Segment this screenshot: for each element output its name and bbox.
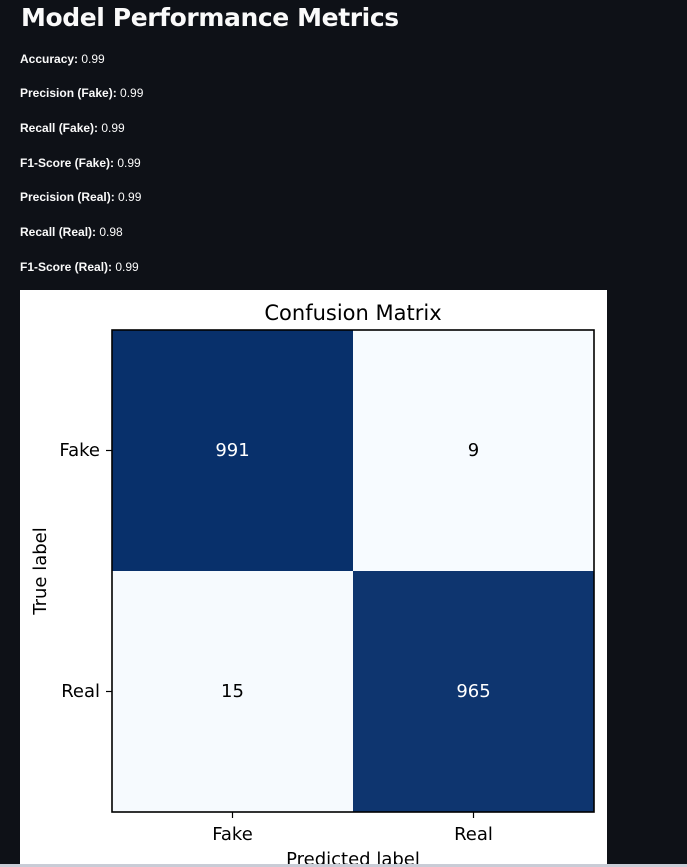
metric-f1-real: F1-Score (Real): 0.99 [20, 259, 139, 275]
y-tick-label: Fake [59, 440, 100, 461]
y-axis-label: True label [30, 527, 51, 616]
heatmap-cells [112, 330, 594, 812]
metric-value: 0.99 [81, 52, 105, 66]
heatmap-cell [353, 571, 594, 812]
chart-title: Confusion Matrix [264, 301, 441, 325]
page-title: Model Performance Metrics [21, 3, 399, 32]
x-axis-ticks: Fake Real [212, 812, 493, 845]
heatmap-cell [353, 330, 594, 571]
x-tick-label: Real [454, 824, 493, 845]
metric-recall-fake: Recall (Fake): 0.99 [20, 120, 125, 136]
x-tick-label: Fake [212, 824, 253, 845]
metric-f1-fake: F1-Score (Fake): 0.99 [20, 155, 141, 171]
metric-value: 0.99 [115, 260, 139, 274]
metric-label: F1-Score (Fake): [20, 156, 115, 170]
metric-value: 0.99 [120, 86, 144, 100]
metric-label: F1-Score (Real): [20, 260, 113, 274]
metric-label: Precision (Real): [20, 190, 115, 204]
heatmap-cell [112, 330, 353, 571]
metric-value: 0.99 [117, 156, 141, 170]
y-axis-ticks: Fake Real [59, 440, 112, 702]
metric-precision-real: Precision (Real): 0.99 [20, 189, 141, 205]
metric-recall-real: Recall (Real): 0.98 [20, 224, 123, 240]
metric-precision-fake: Precision (Fake): 0.99 [20, 85, 143, 101]
x-axis-label: Predicted label [286, 849, 420, 867]
confusion-matrix-svg: Confusion Matrix 991 9 15 965 Fake Real Fake… [30, 301, 595, 867]
metric-value: 0.98 [99, 225, 123, 239]
confusion-matrix-chart: Confusion Matrix 991 9 15 965 Fake Real Fake… [20, 290, 607, 867]
metric-value: 0.99 [118, 190, 142, 204]
metric-label: Precision (Fake): [20, 86, 117, 100]
cell-value-label: 15 [221, 681, 244, 702]
cell-value-label: 965 [456, 681, 490, 702]
metric-value: 0.99 [101, 121, 125, 135]
heatmap-value-labels: 991 9 15 965 [215, 440, 490, 702]
bottom-divider [0, 864, 687, 867]
metric-label: Recall (Fake): [20, 121, 99, 135]
metric-accuracy: Accuracy: 0.99 [20, 51, 105, 67]
metric-label: Accuracy: [20, 52, 79, 66]
heatmap-cell [112, 571, 353, 812]
cell-value-label: 9 [468, 440, 479, 461]
y-tick-label: Real [61, 681, 100, 702]
metric-label: Recall (Real): [20, 225, 97, 239]
cell-value-label: 991 [215, 440, 249, 461]
plot-frame [111, 329, 595, 813]
